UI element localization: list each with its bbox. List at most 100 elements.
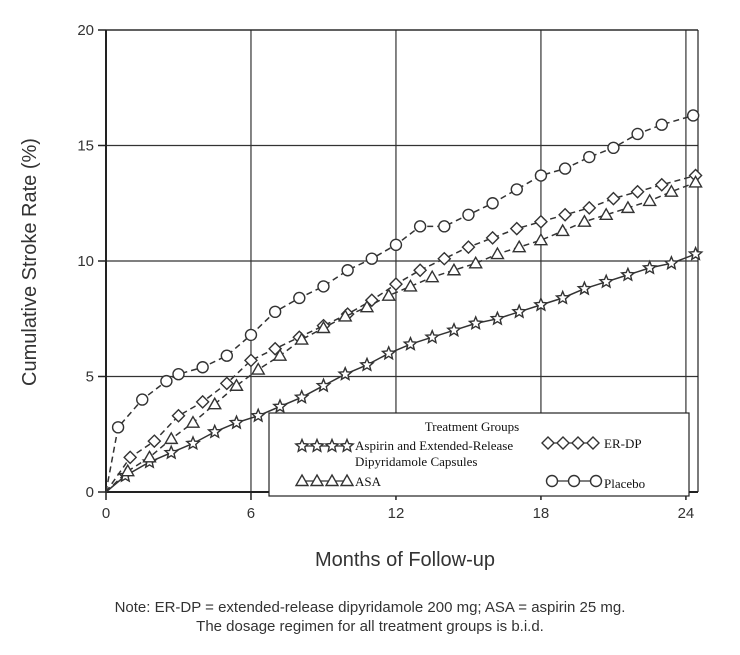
y-tick-label-20: 20 [77,22,94,39]
series-triangle [105,175,703,493]
point-diamond-13 [413,263,428,278]
point-triangle-17 [468,255,483,269]
point-star-11 [337,365,354,381]
point-star-5 [206,423,223,439]
legend-marker-diamond-2 [571,436,585,450]
point-triangle-8 [272,348,288,361]
grid-lines [106,29,698,492]
x-tick-label-6: 6 [247,505,255,522]
point-circle-24 [655,118,668,131]
point-triangle-11 [338,309,353,322]
point-circle-23 [631,127,644,141]
y-tick-label-0: 0 [86,484,94,501]
point-star-18 [489,310,506,326]
point-diamond-1 [123,450,138,465]
legend-sample-aspirin-er-dp [294,437,355,453]
point-triangle-15 [424,269,440,283]
point-triangle-3 [164,431,179,445]
x-tick-label-18: 18 [533,505,550,522]
legend-title: Treatment Groups [425,419,520,434]
point-diamond-17 [509,221,524,236]
legend-label-aspirin-er-dp-line1: Aspirin and Extended-Release [355,438,513,453]
legend-marker-triangle-3 [339,473,355,487]
point-circle-9 [293,291,306,305]
point-circle-4 [172,367,185,381]
point-diamond-18 [533,214,548,229]
point-diamond-16 [485,230,500,245]
point-circle-1 [111,421,125,434]
point-star-9 [293,388,310,404]
point-diamond-2 [147,434,162,449]
legend-marker-diamond-1 [556,436,570,450]
series-circle [105,109,700,493]
point-triangle-24 [620,200,636,214]
point-star-17 [467,315,484,331]
point-star-25 [641,259,658,275]
legend-marker-circle-2 [589,474,603,488]
point-star-21 [554,289,571,305]
point-diamond-14 [437,251,452,266]
point-star-26 [663,254,680,271]
point-circle-21 [583,150,596,164]
series-layer [105,109,704,493]
legend-sample-er-dp [541,436,600,450]
point-triangle-5 [207,396,222,410]
point-star-13 [380,345,397,361]
point-diamond-3 [171,408,186,423]
point-diamond-19 [558,207,573,222]
point-triangle-7 [251,362,266,375]
point-circle-2 [136,393,149,406]
point-star-12 [359,356,375,372]
point-triangle-6 [229,378,244,391]
legend-marker-circle-1 [567,474,581,488]
point-triangle-26 [664,184,679,197]
footnote-line-2: The dosage regimen for all treatment gro… [196,618,544,635]
point-diamond-5 [219,376,234,391]
point-circle-25 [686,109,700,122]
point-circle-20 [558,162,572,175]
legend-marker-star-3 [339,437,355,453]
point-triangle-20 [533,232,549,246]
y-axis-title: Cumulative Stroke Rate (%) [19,138,41,386]
point-star-19 [511,303,528,319]
legend-label-aspirin-er-dp-line2: Dipyridamole Capsules [355,454,477,469]
point-star-14 [402,335,419,351]
point-triangle-2 [142,449,157,463]
legend-marker-star-0 [294,437,310,453]
point-star-8 [272,398,288,414]
point-diamond-22 [630,184,645,199]
point-triangle-10 [316,320,331,334]
point-triangle-4 [185,415,201,428]
legend-marker-star-1 [309,437,325,453]
legend-marker-diamond-0 [541,436,555,450]
x-tick-label-24: 24 [678,505,695,522]
y-tick-label-5: 5 [86,369,94,386]
point-diamond-4 [195,394,210,409]
point-star-10 [315,377,332,393]
point-star-4 [185,435,201,451]
point-triangle-13 [381,288,396,301]
legend-box [268,412,690,497]
point-circle-17 [486,197,499,210]
point-triangle-16 [446,262,462,276]
legend: Treatment Groups Aspirin and Extended-Re… [268,412,690,497]
point-circle-10 [317,280,330,293]
point-star-27 [687,245,704,261]
point-circle-8 [268,305,282,319]
point-triangle-25 [642,193,657,207]
x-tick-label-12: 12 [388,505,405,522]
point-diamond-20 [582,200,597,215]
point-circle-13 [389,238,403,252]
legend-label-asa: ASA [355,474,382,489]
point-diamond-6 [243,353,258,368]
point-circle-15 [438,220,451,233]
point-triangle-23 [598,207,614,221]
point-triangle-18 [490,246,505,260]
point-triangle-19 [511,239,527,253]
tick-labels: 0 5 10 15 20 0 6 12 18 24 [77,22,694,522]
legend-marker-triangle-2 [324,473,340,487]
legend-marker-triangle-0 [294,473,310,487]
legend-marker-triangle-1 [309,473,325,487]
point-diamond-15 [461,240,476,255]
point-star-23 [598,273,615,289]
